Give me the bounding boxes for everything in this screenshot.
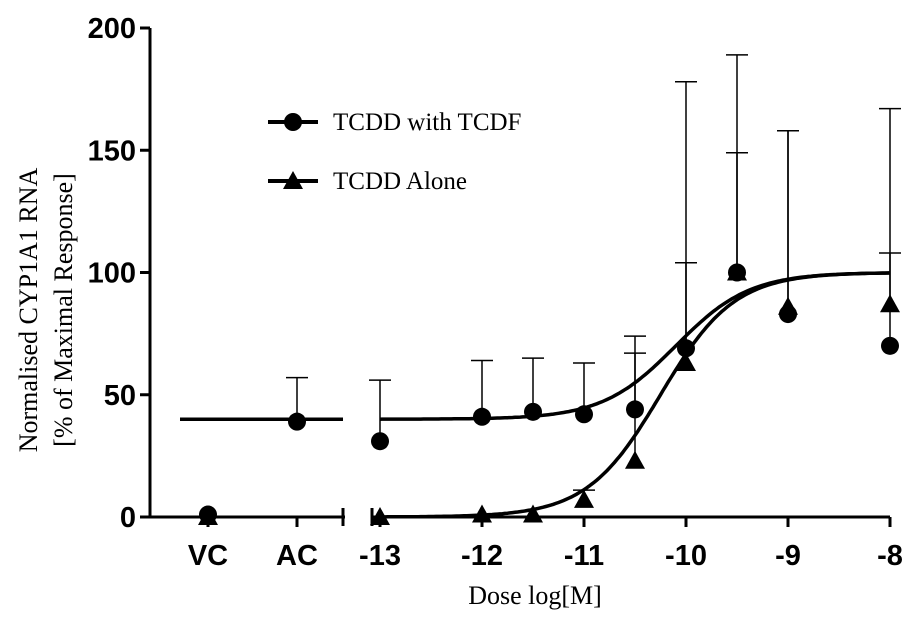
x-tick-label: -12 [461, 540, 503, 572]
circle-marker [288, 412, 306, 431]
data-markers [198, 262, 900, 525]
x-axis-title: Dose log[M] [468, 581, 602, 610]
circle-marker [881, 336, 899, 355]
axes: 0 50 100 150 200 VC AC -13 -12 -11 -10 -9 -8 [88, 13, 903, 572]
legend-triangle-marker [283, 171, 303, 189]
circle-marker [677, 339, 695, 358]
x-tick-label: VC [188, 540, 228, 572]
circle-marker [473, 407, 491, 426]
legend: TCDD with TCDF TCDD Alone [268, 109, 521, 195]
y-tick-label: 0 [120, 502, 136, 534]
circle-marker [575, 405, 593, 424]
triangle-marker [676, 352, 696, 371]
triangle-marker [472, 504, 492, 523]
circle-marker [524, 402, 542, 421]
triangle-marker [523, 504, 543, 523]
circle-marker [371, 432, 389, 451]
triangle-marker [625, 450, 645, 469]
triangle-marker [778, 296, 798, 315]
y-axis-title-line1: Normalised CYP1A1 RNA [14, 168, 43, 453]
triangle-marker [370, 507, 390, 525]
y-tick-label: 50 [104, 380, 136, 412]
circle-marker [626, 400, 644, 419]
error-bars [286, 54, 901, 500]
y-tick-label: 100 [88, 258, 136, 290]
x-tick-label: -13 [359, 540, 401, 572]
triangle-marker [574, 489, 594, 508]
legend-circle-marker [284, 113, 302, 131]
triangle-marker [880, 294, 900, 313]
x-tick-label: -10 [665, 540, 707, 572]
x-tick-label: -8 [877, 540, 903, 572]
legend-label: TCDD Alone [333, 168, 467, 195]
y-axis-title-line2: [% of Maximal Response] [49, 173, 78, 447]
y-tick-label: 150 [88, 135, 136, 167]
x-tick-label: -9 [775, 540, 801, 572]
triangle-marker [727, 262, 747, 281]
triangle-marker [198, 507, 218, 525]
x-tick-label: AC [276, 540, 318, 572]
x-tick-label: -11 [564, 540, 604, 572]
legend-label: TCDD with TCDF [333, 109, 521, 136]
y-tick-label: 200 [88, 13, 136, 45]
